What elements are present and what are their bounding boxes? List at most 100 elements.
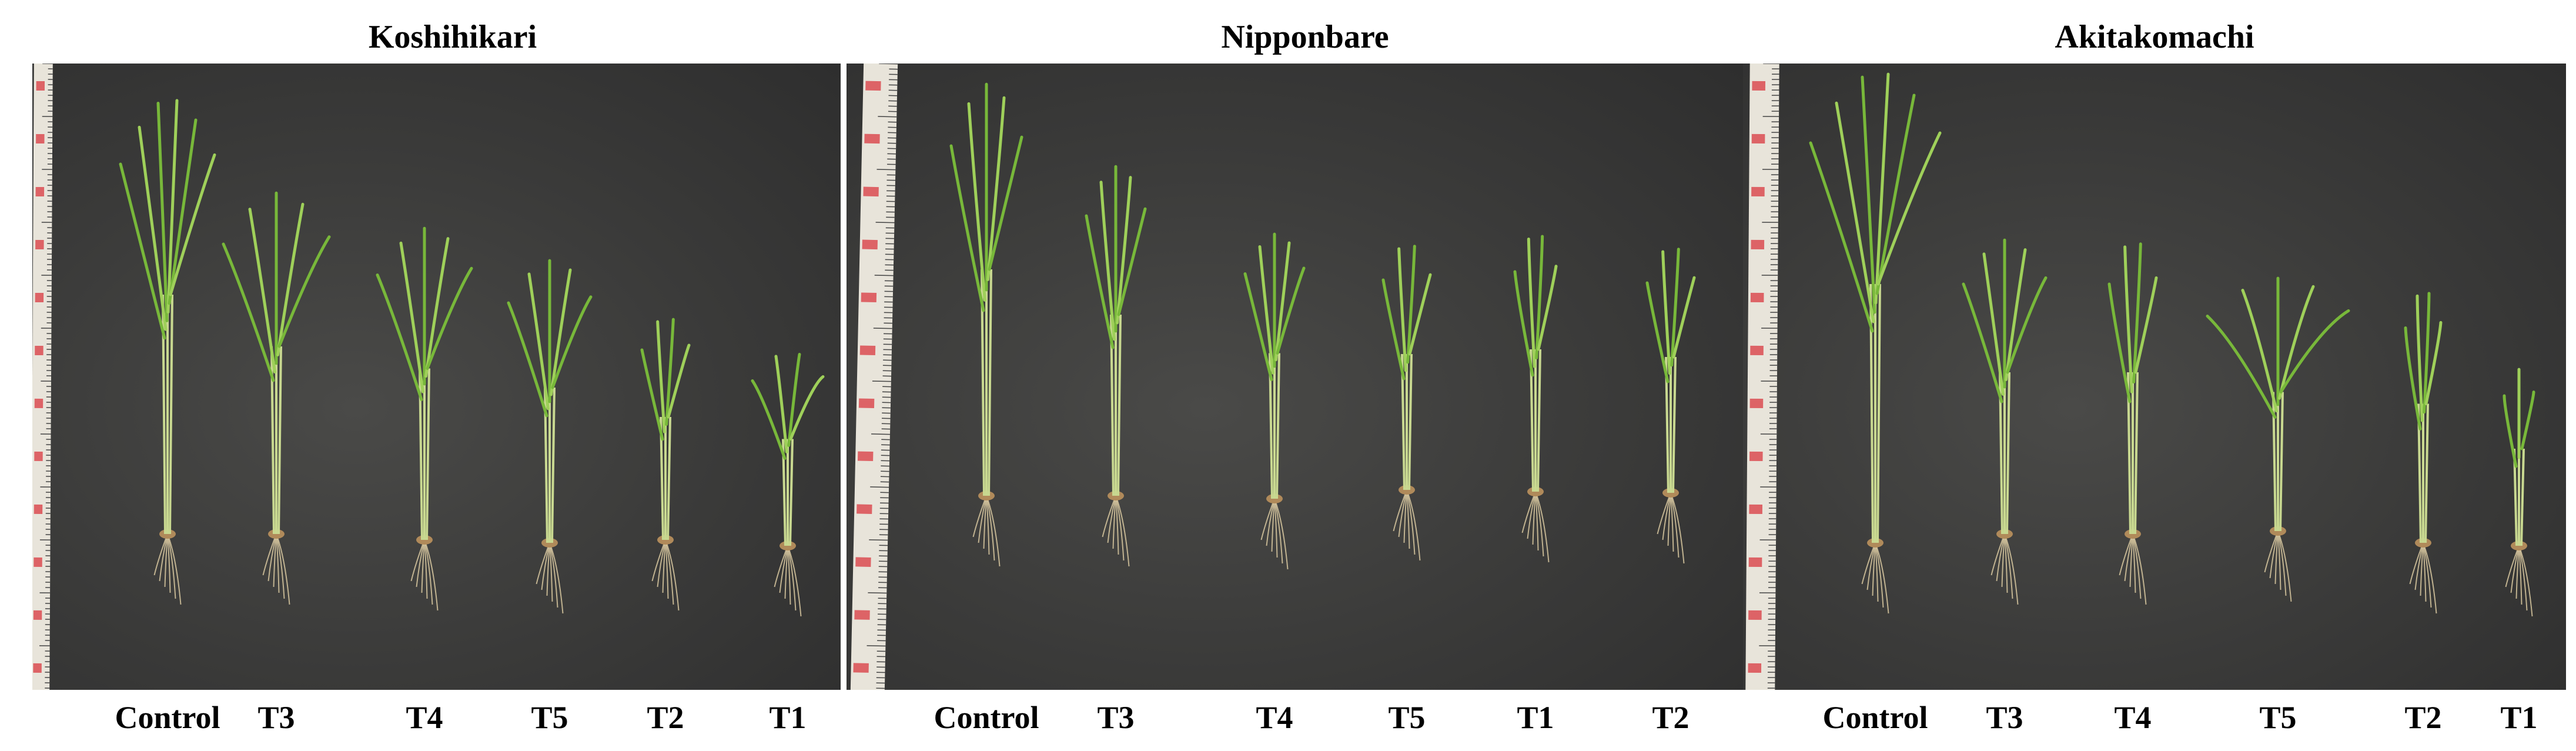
- stem: [1876, 283, 1881, 543]
- leaf: [1861, 75, 1876, 314]
- root: [2129, 533, 2133, 588]
- label-t4: T4: [1256, 700, 1293, 735]
- leaf: [1397, 247, 1407, 372]
- label-t3: T3: [1097, 700, 1135, 735]
- photo-koshihikari: [32, 64, 841, 690]
- leaf: [1117, 207, 1147, 316]
- leaf: [1243, 272, 1273, 381]
- root: [1535, 491, 1544, 557]
- root: [1872, 542, 1876, 596]
- leaf: [276, 202, 305, 356]
- ruler-mark: [864, 133, 880, 144]
- leaf: [1274, 241, 1291, 362]
- leaf: [789, 375, 825, 440]
- root: [1274, 498, 1283, 564]
- measuring-ruler: [850, 64, 898, 690]
- ruler-mark: [33, 663, 42, 673]
- root: [2510, 545, 2520, 593]
- label-control: Control: [934, 700, 1039, 735]
- ruler-mark: [1748, 663, 1762, 673]
- leaf: [1835, 101, 1875, 323]
- root: [2518, 545, 2533, 617]
- root: [1535, 491, 1550, 563]
- root: [1274, 498, 1289, 570]
- photo-nipponbare: [847, 64, 1743, 690]
- rice-seedling: [949, 82, 1023, 567]
- root: [1667, 492, 1671, 546]
- leaf: [2132, 242, 2142, 384]
- root: [1266, 498, 1275, 546]
- root: [986, 495, 990, 555]
- root: [1107, 495, 1116, 543]
- label-t2: T2: [1652, 700, 1690, 735]
- leaf: [1381, 278, 1406, 380]
- rice-seedling: [2107, 242, 2158, 605]
- root: [273, 533, 277, 588]
- leaf: [2005, 248, 2027, 381]
- ruler-mark: [33, 610, 42, 620]
- ruler-mark: [1749, 398, 1764, 409]
- leaf: [1809, 141, 1874, 333]
- leaf: [551, 295, 593, 389]
- label-control: Control: [1822, 700, 1928, 735]
- leaf: [1099, 181, 1116, 341]
- leaf: [949, 144, 985, 312]
- ruler-mark: [34, 557, 42, 568]
- leaf: [426, 266, 473, 370]
- ruler-mark: [1750, 292, 1764, 303]
- ruler-mark: [858, 451, 874, 461]
- root: [276, 533, 290, 605]
- root: [2004, 533, 2019, 605]
- leaf: [1661, 250, 1671, 375]
- rice-seedling: [1085, 165, 1147, 567]
- root: [787, 545, 802, 617]
- root: [2423, 542, 2427, 602]
- leaf: [138, 125, 168, 331]
- root: [1112, 495, 1116, 549]
- ruler-mark: [859, 345, 876, 356]
- root: [2277, 530, 2281, 590]
- leaf: [166, 99, 179, 314]
- stem: [551, 387, 556, 543]
- root: [424, 539, 428, 599]
- root: [2004, 533, 2008, 593]
- ruler-mark: [857, 504, 872, 514]
- ruler-body: [1745, 64, 1779, 690]
- stem: [277, 346, 282, 535]
- leaf: [787, 352, 801, 447]
- ruler-body: [32, 64, 53, 690]
- ruler-mark: [1748, 557, 1762, 568]
- root: [1996, 533, 2005, 582]
- leaf: [376, 273, 423, 401]
- leaf: [665, 318, 675, 426]
- label-control: Control: [115, 700, 220, 735]
- root: [167, 533, 171, 593]
- stem: [2006, 372, 2010, 535]
- leaf: [2107, 282, 2132, 403]
- ruler-mark: [855, 557, 871, 567]
- rice-seedling: [1809, 72, 1942, 614]
- root: [665, 539, 669, 599]
- ruler-mark: [34, 398, 44, 409]
- ruler-mark: [36, 81, 45, 91]
- root: [1670, 492, 1685, 564]
- stem: [2134, 372, 2139, 535]
- root: [2277, 530, 2292, 602]
- label-t4: T4: [406, 700, 443, 735]
- stem: [426, 368, 430, 540]
- panel-title-koshihikari: Koshihikari: [368, 19, 537, 55]
- leaf: [1116, 176, 1132, 325]
- root: [424, 539, 433, 605]
- ruler-mark: [34, 451, 43, 462]
- leaf: [1406, 245, 1416, 364]
- leaf: [967, 102, 986, 302]
- leaf: [277, 235, 331, 348]
- ruler-mark: [853, 663, 869, 673]
- panel-title-nipponbare: Nipponbare: [1221, 19, 1389, 55]
- root: [424, 539, 439, 611]
- leaf: [751, 379, 787, 460]
- rice-seedling: [376, 226, 473, 611]
- root: [2132, 533, 2142, 599]
- ruler-body: [850, 64, 898, 690]
- root: [1670, 492, 1674, 552]
